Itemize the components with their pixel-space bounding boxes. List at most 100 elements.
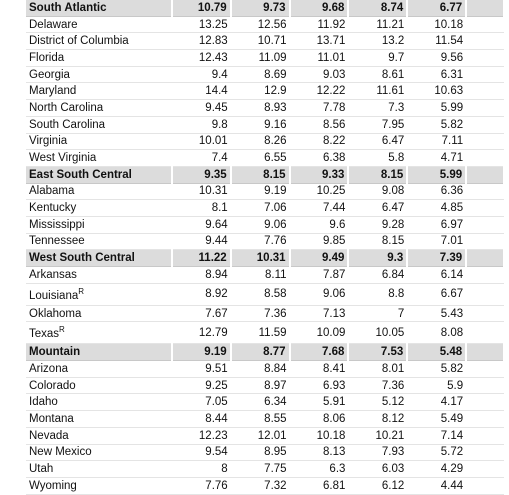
state-name: Delaware (26, 16, 172, 34)
spacer-cell (466, 49, 504, 67)
name-text: North Carolina (29, 101, 104, 114)
spacer-cell (466, 199, 504, 217)
value-cell: 7.75 (230, 460, 290, 478)
state-name: Arizona (26, 360, 172, 378)
state-row: Maryland 14.4 12.9 12.22 11.61 10.63 (26, 82, 504, 101)
group-row: West South Central 11.22 10.31 9.49 9.3 7.39 (26, 249, 505, 267)
name-text: Mississippi (29, 218, 85, 231)
value-cell: 5.9 (407, 377, 467, 395)
spacer-cell (466, 343, 505, 362)
state-name: Georgia (26, 66, 172, 84)
value-cell: 10.63 (407, 82, 467, 101)
state-name: Oklahoma (26, 305, 172, 323)
value-cell: 6.34 (230, 393, 290, 412)
name-text: Colorado (29, 379, 76, 392)
name-text: East South Central (29, 168, 132, 181)
name-text: Utah (29, 463, 54, 476)
data-table: South Atlantic 10.79 9.73 9.68 8.74 6.77 Delaw… (26, 0, 505, 495)
value-cell: 7.39 (407, 249, 468, 267)
name-text: Florida (29, 51, 65, 64)
value-cell: 9.08 (348, 183, 408, 201)
value-cell: 8.61 (348, 66, 408, 84)
value-cell: 6.47 (348, 199, 408, 217)
state-name: Nevada (26, 427, 172, 445)
name-text: Idaho (29, 396, 58, 409)
value-cell: 6.97 (407, 216, 467, 234)
spacer-cell (466, 444, 504, 462)
value-cell: 9.35 (171, 166, 232, 184)
name-text: Delaware (29, 18, 78, 31)
value-cell: 10.18 (407, 16, 467, 34)
name-text: West South Central (29, 252, 135, 265)
state-row: Delaware 13.25 12.56 11.92 11.21 10.18 (26, 16, 504, 34)
spacer-cell (466, 183, 504, 201)
value-cell: 12.22 (289, 82, 349, 101)
value-cell: 11.59 (230, 321, 290, 345)
value-cell: 5.82 (407, 360, 467, 378)
state-name: New Mexico (26, 444, 172, 462)
group-name: Mountain (26, 343, 173, 362)
value-cell: 9.45 (171, 99, 231, 117)
state-row: Mississippi 9.64 9.06 9.6 9.28 6.97 (26, 216, 504, 234)
state-name: District of Columbia (26, 32, 172, 51)
value-cell: 7.44 (289, 199, 349, 217)
value-cell: 7.76 (230, 233, 290, 251)
name-text: Virginia (29, 135, 68, 148)
value-cell: 7.05 (171, 393, 231, 412)
spacer-cell (466, 233, 504, 251)
value-cell: 9.28 (348, 216, 408, 234)
value-cell: 10.79 (171, 0, 232, 17)
value-cell: 9.49 (289, 249, 350, 267)
state-row: Utah 8 7.75 6.3 6.03 4.29 (26, 460, 504, 478)
value-cell: 7 (348, 305, 408, 323)
spacer-cell (466, 116, 504, 134)
group-name: East South Central (26, 166, 173, 184)
state-row: Florida 12.43 11.09 11.01 9.7 9.56 (26, 49, 504, 67)
value-cell: 8.13 (289, 444, 349, 462)
value-cell: 12.23 (171, 427, 231, 445)
spacer-cell (466, 410, 504, 428)
value-cell: 9.8 (171, 116, 231, 134)
value-cell: 9.68 (289, 0, 350, 17)
value-cell: 6.47 (348, 133, 408, 151)
value-cell: 5.12 (348, 393, 408, 412)
value-cell: 5.99 (407, 166, 468, 184)
state-row: TexasR 12.79 11.59 10.09 10.05 8.08 (26, 321, 504, 345)
value-cell: 7.87 (289, 266, 349, 284)
spacer-cell (466, 249, 505, 267)
value-cell: 8 (171, 460, 231, 478)
value-cell: 12.43 (171, 49, 231, 67)
value-cell: 11.54 (407, 32, 467, 51)
state-name: West Virginia (26, 149, 172, 167)
value-cell: 8.15 (348, 166, 409, 184)
value-cell: 8.95 (230, 444, 290, 462)
value-cell: 8.06 (289, 410, 349, 428)
value-cell: 8.74 (348, 0, 409, 17)
value-cell: 9.7 (348, 49, 408, 67)
value-cell: 8.94 (171, 266, 231, 284)
value-cell: 5.8 (348, 149, 408, 167)
value-cell: 6.93 (289, 377, 349, 395)
state-row: Colorado 9.25 8.97 6.93 7.36 5.9 (26, 377, 504, 395)
value-cell: 7.01 (407, 233, 467, 251)
state-row: New Mexico 9.54 8.95 8.13 7.93 5.72 (26, 444, 504, 462)
spacer-cell (466, 321, 504, 345)
value-cell: 8.97 (230, 377, 290, 395)
name-text: Maryland (29, 85, 77, 98)
state-name: North Carolina (26, 99, 172, 117)
value-cell: 11.21 (348, 16, 408, 34)
group-name: West South Central (26, 249, 173, 267)
value-cell: 8.11 (230, 266, 290, 284)
state-row: Arizona 9.51 8.84 8.41 8.01 5.82 (26, 360, 504, 378)
state-row: LouisianaR 8.92 8.58 9.06 8.8 6.67 (26, 283, 504, 306)
value-cell: 7.14 (407, 427, 467, 445)
group-row: South Atlantic 10.79 9.73 9.68 8.74 6.77 (26, 0, 505, 17)
state-name: Utah (26, 460, 172, 478)
revised-note: R (59, 325, 65, 335)
state-row: South Carolina 9.8 9.16 8.56 7.95 5.82 (26, 116, 504, 134)
spacer-cell (466, 305, 504, 323)
value-cell: 8.22 (289, 133, 349, 151)
value-cell: 8.26 (230, 133, 290, 151)
state-row: Arkansas 8.94 8.11 7.87 6.84 6.14 (26, 266, 504, 284)
value-cell: 9.44 (171, 233, 231, 251)
